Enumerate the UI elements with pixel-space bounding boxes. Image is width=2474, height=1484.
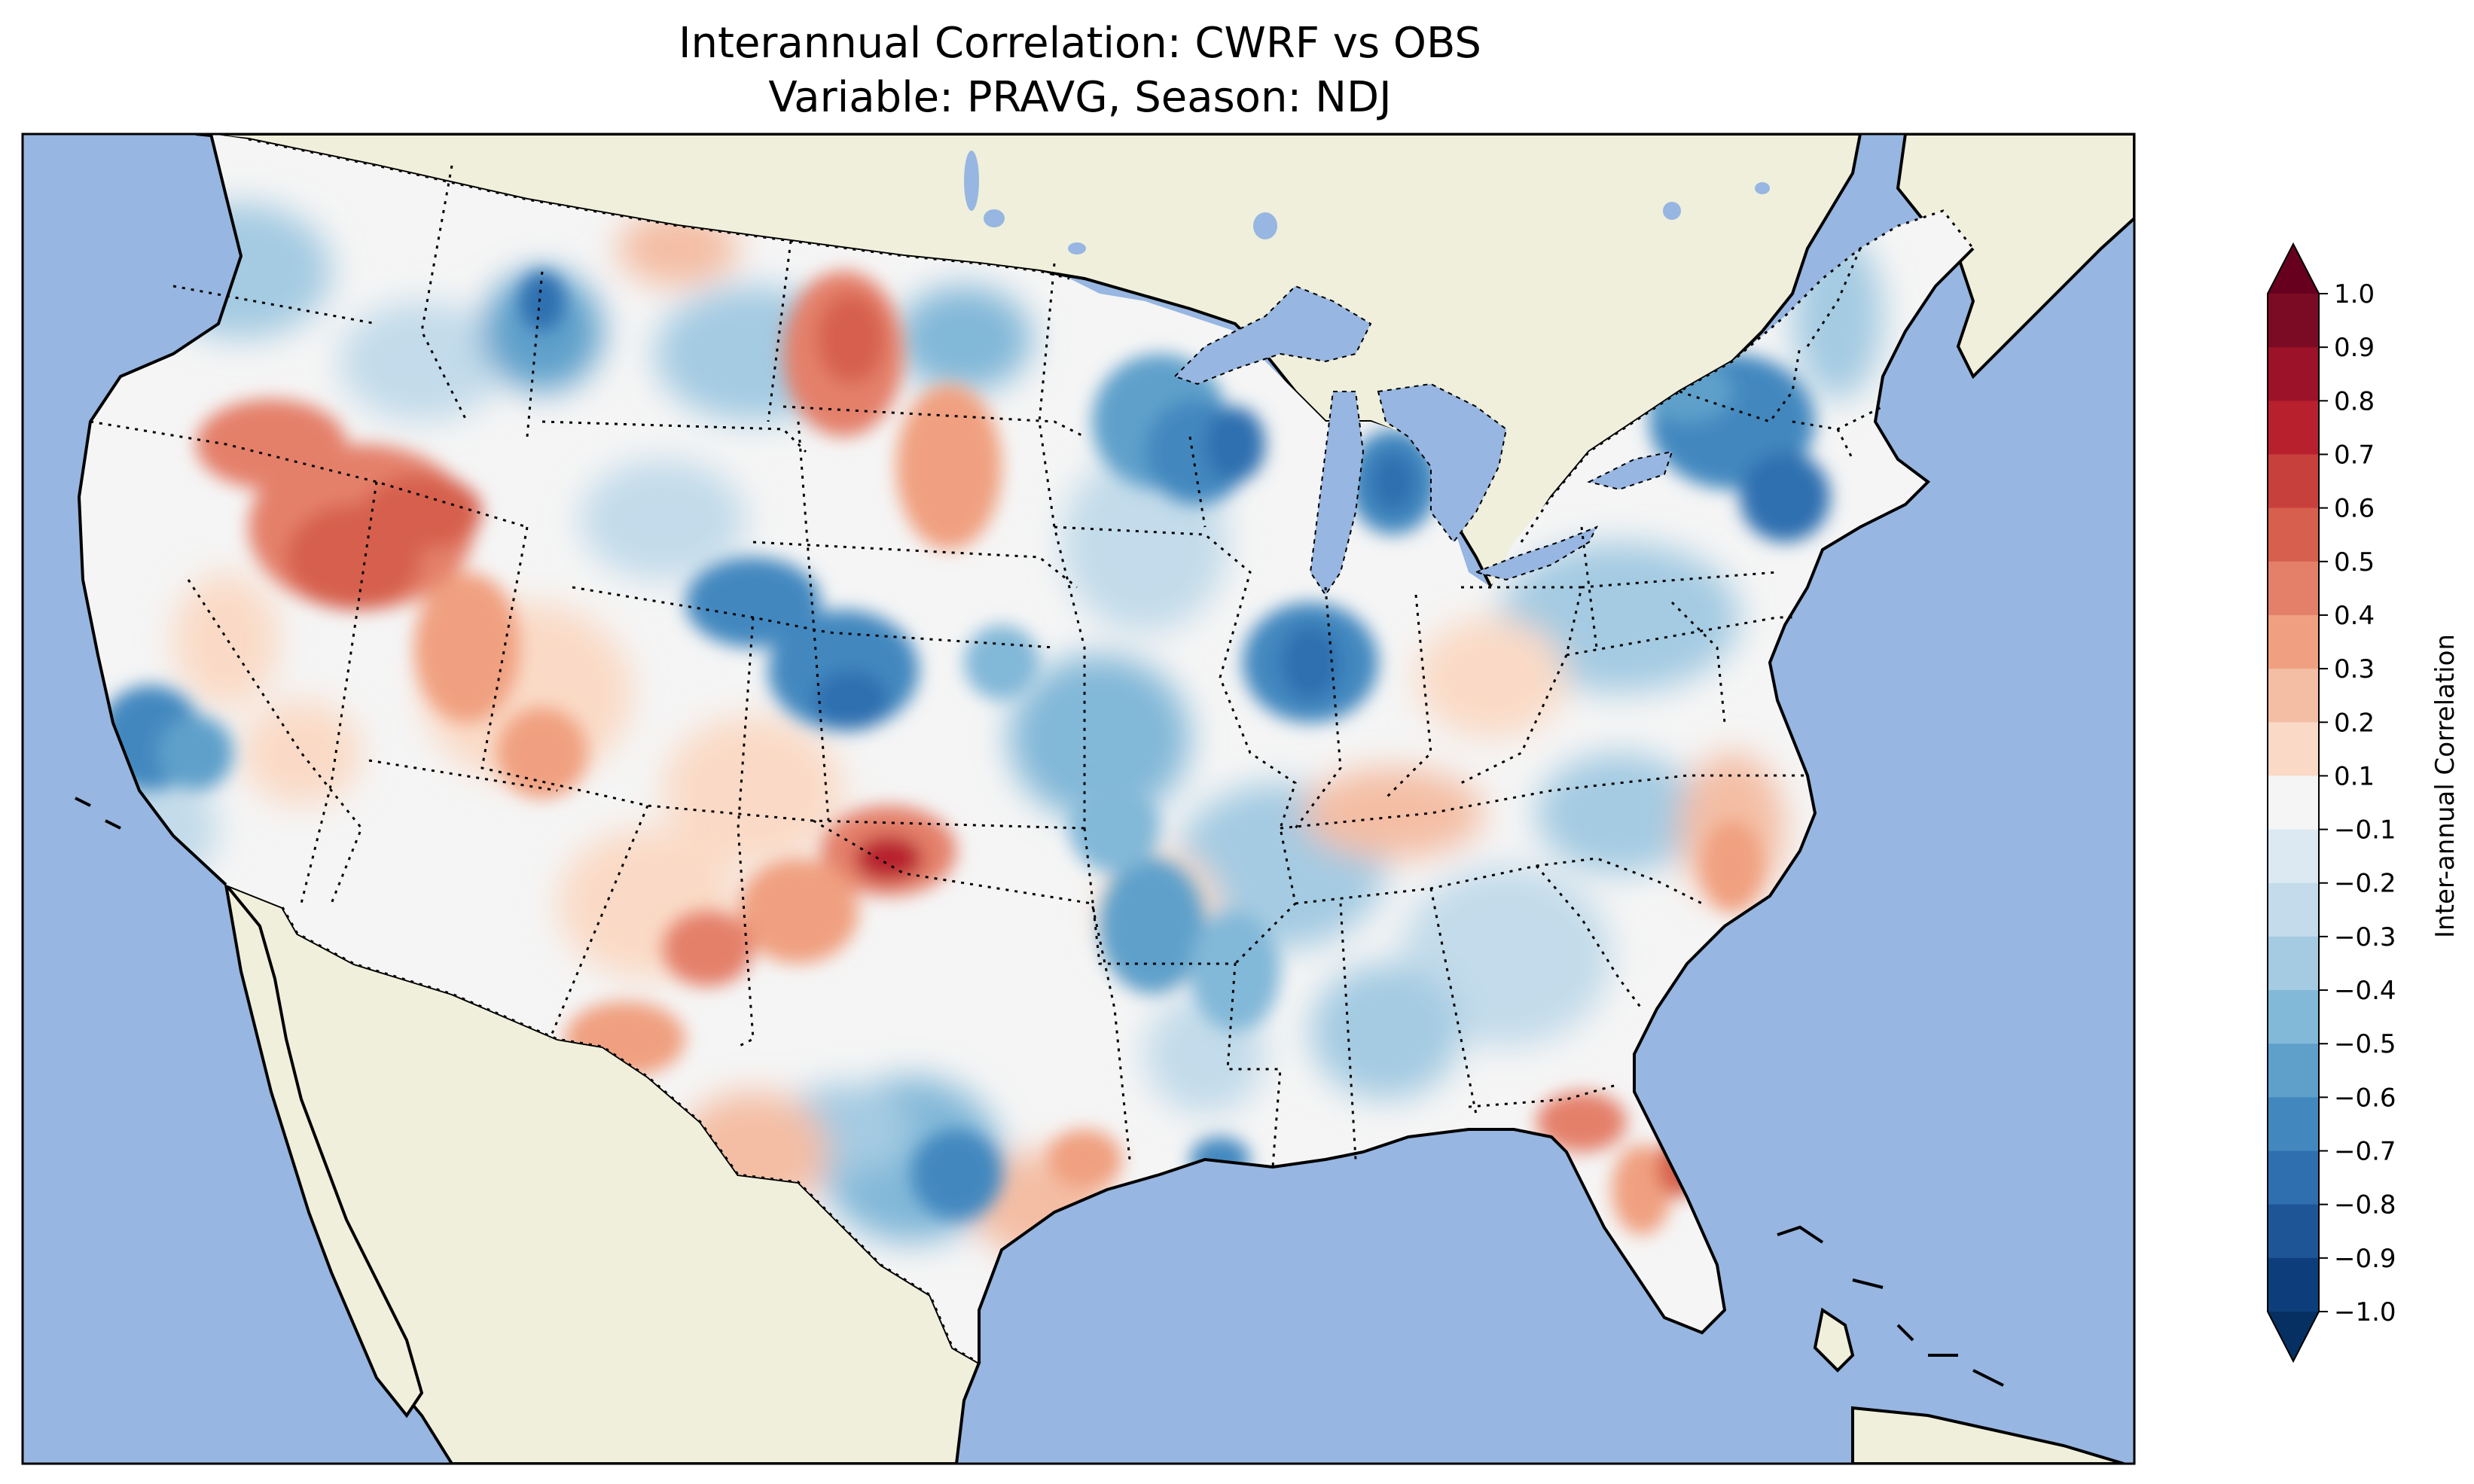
map-frame (21, 133, 2136, 1465)
colorbar-extend-max (2268, 244, 2319, 294)
colorbar-segment (2268, 454, 2319, 509)
colorbar-segment (2268, 614, 2319, 669)
chart-title-line-2: Variable: PRAVG, Season: NDJ (768, 73, 1391, 122)
colorbar-tick-label: −0.5 (2334, 1029, 2396, 1059)
colorbar-tick-label: 0.6 (2334, 494, 2375, 524)
colorbar-segment (2268, 829, 2319, 884)
lake-ontario (1587, 450, 1673, 491)
lake-erie (1473, 526, 1599, 581)
state-borders (90, 165, 1884, 1168)
colorbar-tick-label: −0.8 (2334, 1190, 2396, 1220)
colorbar-segment (2268, 347, 2319, 401)
island-marks (75, 797, 2004, 1387)
colorbar-segment (2268, 1044, 2319, 1098)
colorbar-segment (2268, 936, 2319, 991)
colorbar-tick-label: −0.2 (2334, 869, 2396, 899)
colorbar-segment (2268, 294, 2319, 348)
colorbar-tick-label: −0.3 (2334, 922, 2396, 952)
colorbar-segment (2268, 990, 2319, 1044)
colorbar-tick-label: −0.9 (2334, 1244, 2396, 1274)
colorbar-segment (2268, 1257, 2319, 1312)
colorbar-tick-label: 1.0 (2334, 279, 2375, 309)
colorbar-segment (2268, 776, 2319, 830)
baja-california (223, 879, 424, 1418)
colorbar-extend-min (2268, 1312, 2319, 1361)
colorbar-segment (2268, 401, 2319, 455)
colorbar: 1.0 0.9 0.8 0.7 0.6 0.5 0.4 0.3 0.2 0.1 −0.1 −0.2 −0… (2267, 242, 2396, 1364)
cuba (1851, 1406, 2125, 1464)
colorbar-segment (2268, 722, 2319, 776)
lake-superior (1173, 285, 1372, 385)
colorbar-tick-label: 0.5 (2334, 547, 2375, 577)
map-panel (23, 134, 2134, 1464)
colorbar-tick-label: −1.0 (2334, 1297, 2396, 1327)
colorbar-label: Inter-annual Correlation (2430, 634, 2460, 938)
colorbar-tick-label: 0.8 (2334, 386, 2375, 416)
colorbar-tick-label: −0.7 (2334, 1137, 2396, 1167)
bahamas (1813, 1307, 1855, 1373)
colorbar-tick-label: 0.4 (2334, 601, 2375, 631)
colorbar-segment (2268, 507, 2319, 562)
colorbar-tick-label: −0.4 (2334, 976, 2396, 1006)
colorbar-segment (2268, 1204, 2319, 1259)
great-lakes (1173, 285, 1673, 596)
colorbar-tick-label: −0.1 (2334, 815, 2396, 846)
colorbar-segment (2268, 1097, 2319, 1152)
canadian-lakes (964, 151, 1770, 254)
correlation-field (79, 134, 1973, 1363)
colorbar-segment (2268, 669, 2319, 723)
colorbar-tick-label: 0.3 (2334, 654, 2375, 684)
colorbar-tick-label: 0.9 (2334, 333, 2375, 363)
colorbar-tick-label: 0.1 (2334, 761, 2375, 791)
chart-title-line-1: Interannual Correlation: CWRF vs OBS (679, 19, 1481, 68)
lake-michigan (1309, 391, 1365, 596)
colorbar-tick-label: 0.7 (2334, 440, 2375, 470)
lake-huron (1377, 382, 1508, 544)
colorbar-segment (2268, 1150, 2319, 1205)
colorbar-tick-label: 0.2 (2334, 708, 2375, 738)
us-coastline (77, 134, 1975, 1363)
colorbar-segment (2268, 561, 2319, 616)
colorbar-segment (2268, 882, 2319, 937)
colorbar-tick-label: −0.6 (2334, 1083, 2396, 1113)
